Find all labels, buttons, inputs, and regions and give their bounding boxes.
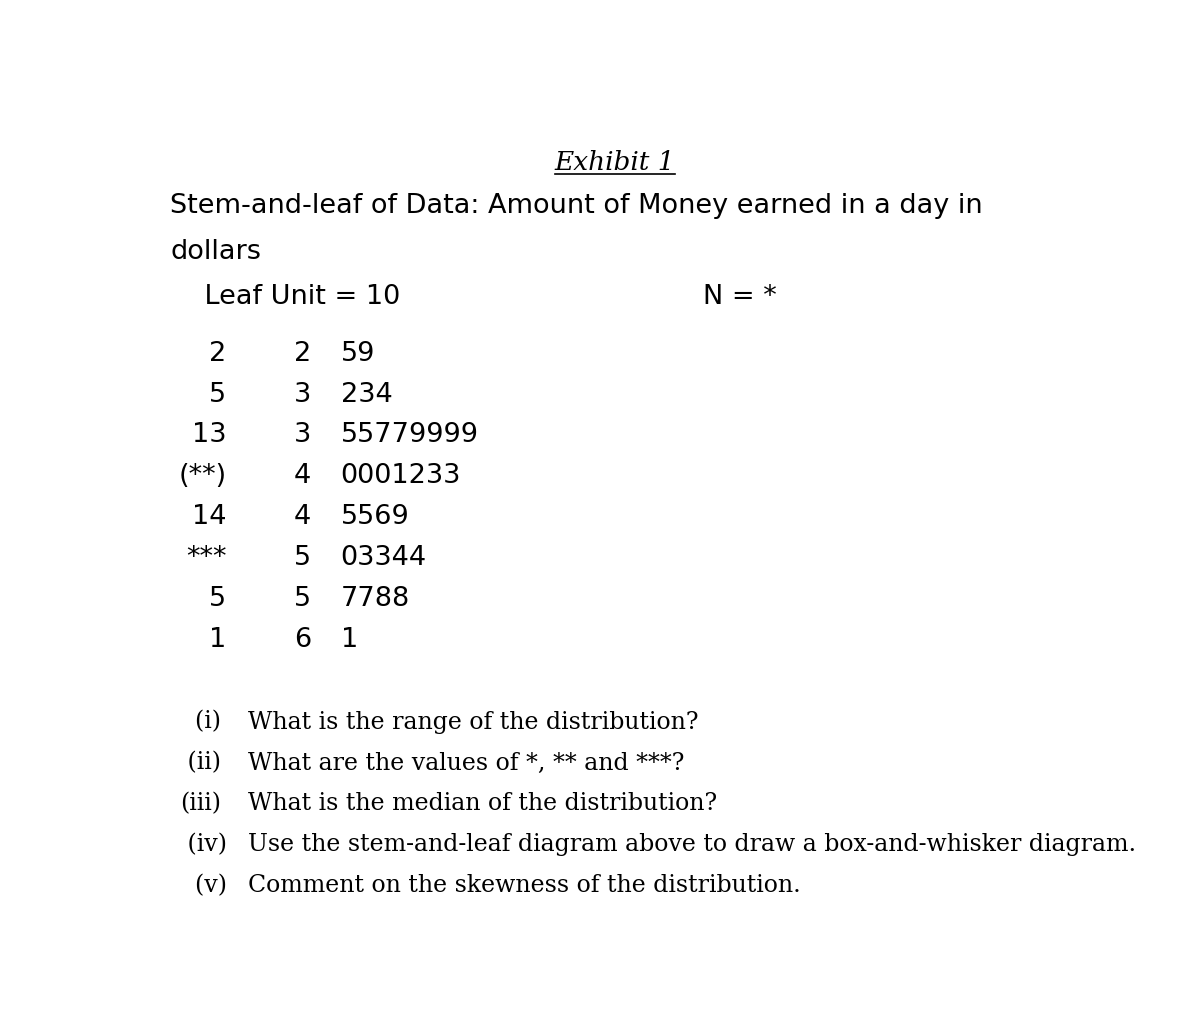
Text: Stem-and-leaf of Data: Amount of Money earned in a day in: Stem-and-leaf of Data: Amount of Money e… <box>170 193 983 219</box>
Text: (iv): (iv) <box>180 833 227 855</box>
Text: 0001233: 0001233 <box>341 463 461 489</box>
Text: 14: 14 <box>192 503 227 530</box>
Text: Comment on the skewness of the distribution.: Comment on the skewness of the distribut… <box>247 873 800 896</box>
Text: 5: 5 <box>294 585 311 611</box>
Text: 4: 4 <box>294 463 312 489</box>
Text: dollars: dollars <box>170 238 262 264</box>
Text: 13: 13 <box>192 422 227 448</box>
Text: (**): (**) <box>178 463 227 489</box>
Text: Leaf Unit = 10: Leaf Unit = 10 <box>170 284 401 310</box>
Text: ***: *** <box>186 544 227 571</box>
Text: 03344: 03344 <box>341 544 427 571</box>
Text: 55779999: 55779999 <box>341 422 479 448</box>
Text: N = *: N = * <box>703 284 778 310</box>
Text: 5569: 5569 <box>341 503 409 530</box>
Text: 4: 4 <box>294 503 312 530</box>
Text: (i): (i) <box>180 710 221 733</box>
Text: (v): (v) <box>180 873 227 896</box>
Text: 5: 5 <box>209 381 227 408</box>
Text: 1: 1 <box>209 626 227 652</box>
Text: (iii): (iii) <box>180 792 221 814</box>
Text: What is the median of the distribution?: What is the median of the distribution? <box>247 792 716 814</box>
Text: 6: 6 <box>294 626 312 652</box>
Text: 2: 2 <box>209 340 227 367</box>
Text: (ii): (ii) <box>180 751 221 773</box>
Text: 3: 3 <box>294 381 312 408</box>
Text: Exhibit 1: Exhibit 1 <box>554 150 676 174</box>
Text: 59: 59 <box>341 340 376 367</box>
Text: What are the values of *, ** and ***?: What are the values of *, ** and ***? <box>247 751 684 773</box>
Text: 3: 3 <box>294 422 312 448</box>
Text: 1: 1 <box>341 626 358 652</box>
Text: 5: 5 <box>209 585 227 611</box>
Text: 7788: 7788 <box>341 585 410 611</box>
Text: Use the stem-and-leaf diagram above to draw a box-and-whisker diagram.: Use the stem-and-leaf diagram above to d… <box>247 833 1135 855</box>
Text: 234: 234 <box>341 381 392 408</box>
Text: 5: 5 <box>294 544 311 571</box>
Text: What is the range of the distribution?: What is the range of the distribution? <box>247 710 698 733</box>
Text: 2: 2 <box>294 340 312 367</box>
